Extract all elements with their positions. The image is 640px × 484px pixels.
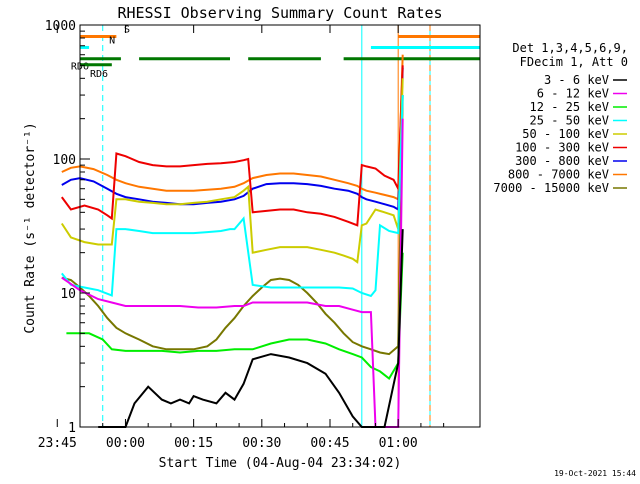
footer-timestamp: 19-Oct-2021 15:44 <box>554 469 636 478</box>
y-tick-label: 100 <box>53 153 76 168</box>
chart-title: RHESSI Observing Summary Count Rates <box>117 4 442 22</box>
y-tick-label: 10 <box>60 287 76 302</box>
legend-label: 12 - 25 keV <box>530 100 609 114</box>
series-line <box>60 65 404 227</box>
series-line <box>61 54 404 201</box>
legend-header-line-2: FDecim 1, Att 0 <box>520 55 628 69</box>
series-line <box>61 95 404 356</box>
state-bar-label-n: N <box>109 35 115 46</box>
y-tick-label: 1 <box>68 421 76 436</box>
legend-label: 7000 - 15000 keV <box>493 181 609 195</box>
series-line <box>60 78 404 264</box>
series-line <box>66 252 404 380</box>
x-tick-label: 00:00 <box>106 436 145 451</box>
state-bar-label-rd6: RD6 <box>90 69 108 80</box>
y-tick-label: 1000 <box>45 19 76 34</box>
series-line <box>61 67 404 212</box>
x-axis-label: Start Time (04-Aug-04 23:34:02) <box>159 456 402 471</box>
y-axis-label: Count Rate (s⁻¹ detector⁻¹) <box>23 122 38 333</box>
series-line <box>61 118 404 428</box>
legend-label: 6 - 12 keV <box>537 87 609 101</box>
legend-label: 800 - 7000 keV <box>508 168 609 182</box>
legend-label: 100 - 300 keV <box>515 141 609 155</box>
series-line <box>61 95 404 298</box>
state-bar-label-s: S <box>124 25 130 36</box>
plot-frame <box>79 24 481 428</box>
x-tick-label: 00:30 <box>242 436 281 451</box>
legend-header-line-1: Det 1,3,4,5,6,9, <box>512 41 628 55</box>
legend-label: 25 - 50 keV <box>530 114 609 128</box>
legend-label: 3 - 6 keV <box>544 73 609 87</box>
legend-label: 50 - 100 keV <box>522 127 609 141</box>
x-tick-label: 00:45 <box>310 436 349 451</box>
x-tick-label: 00:15 <box>174 436 213 451</box>
x-tick-label: 23:45 <box>38 436 77 451</box>
legend-label: 300 - 800 keV <box>515 154 609 168</box>
x-tick-label: 01:00 <box>379 436 418 451</box>
